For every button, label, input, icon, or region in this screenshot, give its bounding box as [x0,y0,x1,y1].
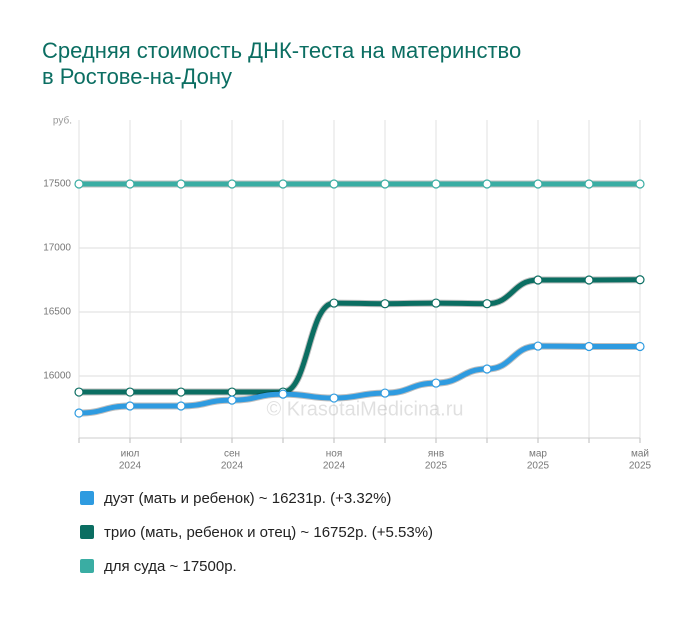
watermark: © KrasotaiMedicina.ru [266,398,463,420]
point [227,395,237,405]
point [176,179,186,189]
point [176,401,186,411]
point [584,341,594,352]
point [227,179,237,189]
point [329,393,339,403]
x-tick-year: 2024 [221,461,244,472]
legend-swatch [80,525,94,539]
point [431,298,441,308]
series-line [78,277,641,395]
point [584,275,594,285]
x-tick-label: июл [121,449,140,460]
y-tick-label: 17500 [43,179,71,190]
point [380,179,390,189]
point [176,387,186,397]
point [74,408,84,418]
legend-swatch [80,559,94,573]
point [635,341,645,352]
point [125,179,135,189]
y-tick-label: 16000 [43,371,71,382]
legend-label: трио (мать, ребенок и отец) ~ 16752р. (+… [104,524,433,541]
y-unit: руб. [53,115,72,127]
point [380,388,390,398]
point [431,378,441,388]
point [329,298,339,308]
point [74,179,84,189]
x-tick-label: май [631,449,649,460]
x-tick-year: 2025 [425,461,448,472]
point [125,387,135,397]
series-line-outline [78,276,641,396]
legend-swatch [80,491,94,505]
y-tick-label: 16500 [43,307,71,318]
x-tick-year: 2025 [527,461,550,472]
x-tick-label: сен [224,449,240,460]
point [482,299,492,309]
x-tick-year: 2025 [629,461,652,472]
x-tick-label: янв [428,449,444,460]
point [584,179,594,189]
point [482,364,492,374]
x-tick-label: ноя [326,449,343,460]
point [380,299,390,309]
point [329,179,339,189]
point [533,179,543,189]
point [533,341,543,351]
legend-label: дуэт (мать и ребенок) ~ 16231р. (+3.32%) [104,490,391,507]
y-tick-label: 17000 [43,243,71,254]
chart-title: Средняя стоимость ДНК-теста на материнст… [42,38,521,63]
x-tick-year: 2024 [119,461,142,472]
point [533,275,543,285]
x-tick-year: 2024 [323,461,346,472]
point [431,179,441,189]
point [278,389,288,399]
point [125,401,135,411]
point [482,179,492,189]
chart-title: в Ростове-на-Дону [42,64,232,89]
point [635,179,645,189]
legend-label: для суда ~ 17500р. [104,558,237,575]
point [227,387,237,397]
point [635,275,645,285]
point [74,387,84,397]
x-tick-label: мар [529,449,547,460]
point [278,179,288,189]
